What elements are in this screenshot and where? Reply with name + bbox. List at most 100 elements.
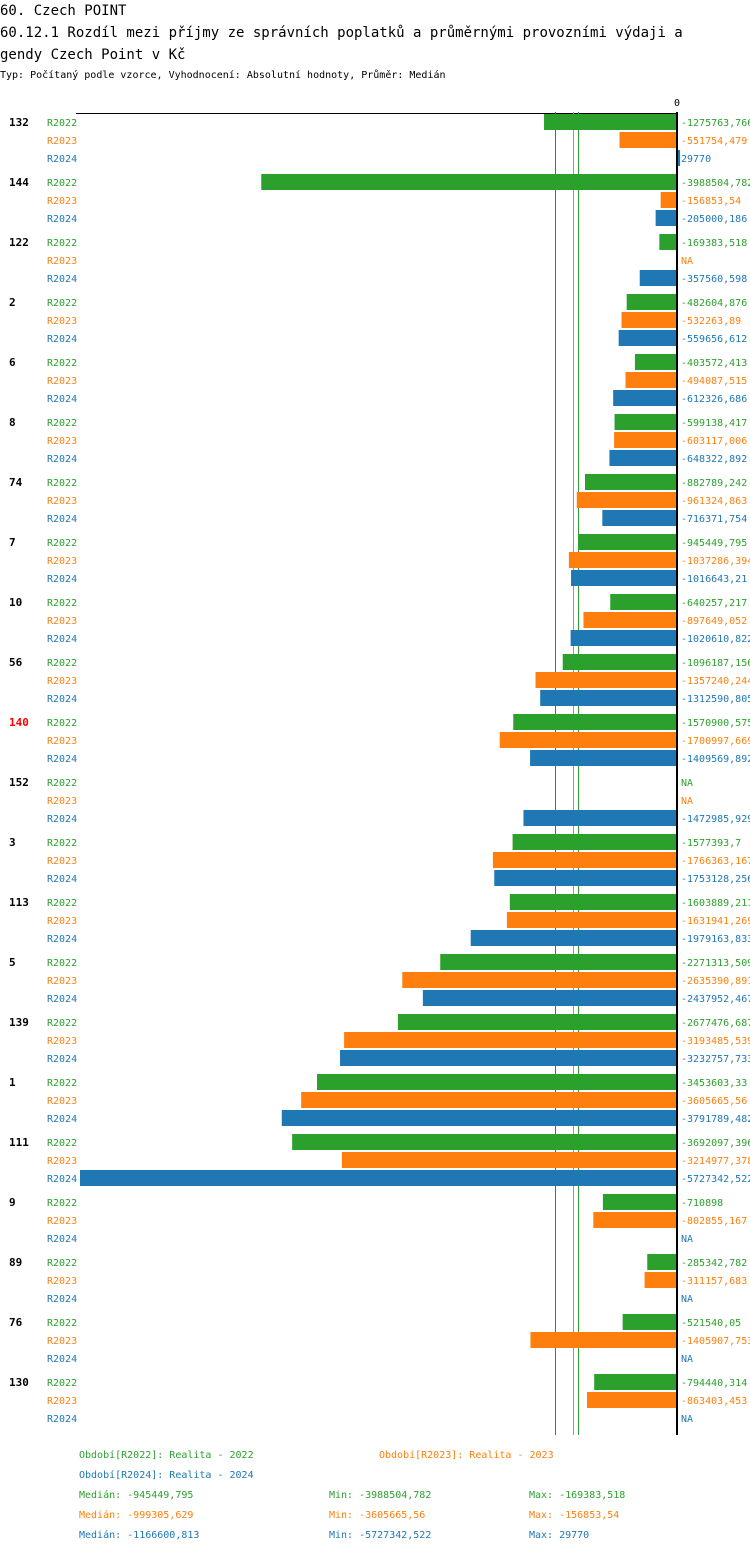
bar: [660, 192, 677, 208]
bar: [301, 1092, 677, 1108]
bar: [594, 1374, 677, 1390]
bar: [513, 714, 677, 730]
bar: [576, 492, 677, 508]
value-label: -482604,876: [681, 298, 747, 309]
value-label: -1577393,7: [681, 838, 741, 849]
value-label: -1096187,156: [681, 658, 750, 669]
legend-max-r2024: Max: 29770: [529, 1530, 590, 1541]
series-label: R2022: [47, 1018, 77, 1029]
value-label: -205000,186: [681, 214, 747, 225]
bar: [621, 312, 677, 328]
bar: [571, 570, 677, 586]
series-label: R2024: [47, 214, 77, 225]
bar: [613, 390, 677, 406]
legend-period-r2022: Období[R2022]: Realita - 2022: [79, 1450, 254, 1461]
value-label: -710898: [681, 1198, 723, 1209]
series-label: R2023: [47, 856, 77, 867]
series-label: R2022: [47, 478, 77, 489]
series-label: R2024: [47, 814, 77, 825]
legend-min-r2023: Min: -3605665,56: [329, 1510, 426, 1521]
chart-title-line-3: gendy Czech Point v Kč: [0, 47, 186, 63]
value-label: -1312590,805: [681, 694, 750, 705]
value-label: -357560,598: [681, 274, 747, 285]
series-label: R2024: [47, 1054, 77, 1065]
chart-subtitle: Typ: Počítaný podle vzorce, Vyhodnocení:…: [0, 70, 446, 81]
series-label: R2024: [47, 1234, 77, 1245]
series-label: R2022: [47, 1258, 77, 1269]
series-label: R2022: [47, 298, 77, 309]
series-label: R2022: [47, 958, 77, 969]
value-label: -945449,795: [681, 538, 747, 549]
series-label: R2022: [47, 1318, 77, 1329]
series-label: R2023: [47, 976, 77, 987]
bar: [644, 1272, 677, 1288]
group-label: 1: [9, 1076, 16, 1089]
group-label: 56: [9, 656, 23, 669]
group-label: 2: [9, 296, 16, 309]
group-label: 8: [9, 416, 16, 429]
series-label: R2023: [47, 256, 77, 267]
series-label: R2023: [47, 556, 77, 567]
bar: [506, 912, 677, 928]
bar: [647, 1254, 677, 1270]
bar: [422, 990, 677, 1006]
series-label: R2022: [47, 1138, 77, 1149]
value-label: -3214977,378: [681, 1156, 750, 1167]
bar: [397, 1014, 677, 1030]
bar: [281, 1110, 677, 1126]
series-label: R2024: [47, 394, 77, 405]
legend-period-r2024: Období[R2024]: Realita - 2024: [79, 1470, 254, 1481]
bar: [677, 150, 681, 166]
bar: [440, 954, 677, 970]
bar: [530, 750, 677, 766]
value-label: NA: [681, 1354, 693, 1365]
bar: [523, 810, 677, 826]
value-label: -3453603,33: [681, 1078, 747, 1089]
series-label: R2024: [47, 1414, 77, 1425]
bar: [602, 510, 677, 526]
value-label: -494087,515: [681, 376, 747, 387]
series-label: R2024: [47, 154, 77, 165]
value-label: -3988504,782: [681, 178, 750, 189]
group-label: 132: [9, 116, 29, 129]
bar: [540, 690, 677, 706]
group-label: 152: [9, 776, 29, 789]
value-label: -551754,479: [681, 136, 747, 147]
value-label: -3232757,733: [681, 1054, 750, 1065]
value-label: -648322,892: [681, 454, 747, 465]
series-label: R2023: [47, 316, 77, 327]
value-label: -802855,167: [681, 1216, 747, 1227]
series-label: R2023: [47, 1156, 77, 1167]
bar: [292, 1134, 677, 1150]
series-label: R2023: [47, 196, 77, 207]
group-label: 3: [9, 836, 16, 849]
series-label: R2022: [47, 598, 77, 609]
series-label: R2023: [47, 1096, 77, 1107]
group-label: 130: [9, 1376, 29, 1389]
series-label: R2024: [47, 1354, 77, 1365]
series-label: R2024: [47, 514, 77, 525]
series-label: R2022: [47, 898, 77, 909]
series-label: R2024: [47, 274, 77, 285]
series-label: R2022: [47, 358, 77, 369]
value-label: -5727342,522: [681, 1174, 750, 1185]
legend-min-r2022: Min: -3988504,782: [329, 1490, 432, 1501]
value-label: -403572,413: [681, 358, 747, 369]
value-label: -285342,782: [681, 1258, 747, 1269]
series-label: R2023: [47, 376, 77, 387]
bar: [622, 1314, 677, 1330]
bar: [614, 432, 677, 448]
bar: [584, 474, 677, 490]
bar: [494, 870, 677, 886]
bar: [80, 1170, 677, 1186]
bar: [544, 114, 677, 130]
value-label: -1020610,822: [681, 634, 750, 645]
series-label: R2024: [47, 634, 77, 645]
bar: [509, 894, 677, 910]
group-label: 89: [9, 1256, 22, 1269]
value-label: NA: [681, 256, 693, 267]
value-label: -1603889,211: [681, 898, 750, 909]
series-label: R2024: [47, 454, 77, 465]
series-label: R2023: [47, 736, 77, 747]
